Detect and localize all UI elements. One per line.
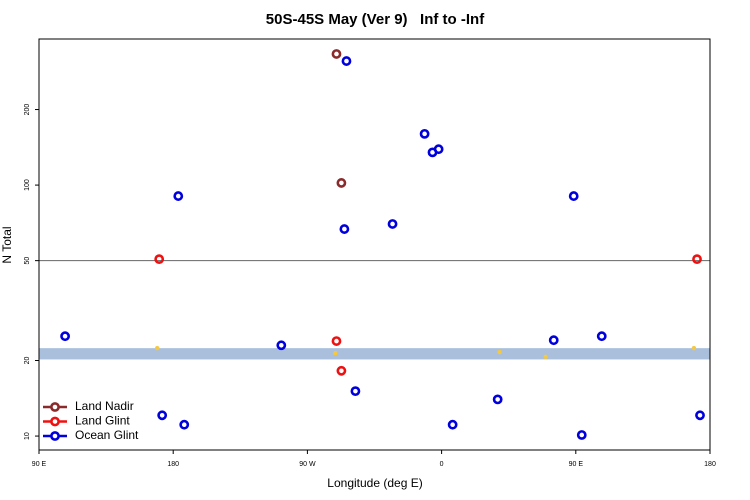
point: [447, 419, 458, 430]
x-tick-label: 180: [167, 461, 179, 468]
point: [695, 410, 705, 421]
point: [336, 178, 347, 188]
y-axis-label: N Total: [0, 226, 14, 263]
point: [492, 394, 503, 405]
point: [336, 365, 347, 376]
x-tick-label: 90 E: [32, 461, 47, 468]
point: [419, 128, 430, 139]
point: [350, 386, 361, 397]
plot-frame: [38, 38, 711, 451]
legend-marker: [50, 431, 60, 441]
point: [596, 331, 607, 342]
point: [433, 144, 444, 155]
point: [548, 335, 559, 346]
point: [173, 191, 184, 201]
point: [154, 254, 165, 265]
y-tick-label: 50: [24, 257, 31, 265]
point: [568, 191, 579, 201]
point: [339, 224, 350, 234]
y-tick-label: 200: [24, 104, 31, 116]
point: [179, 419, 190, 430]
band: [39, 348, 710, 360]
x-tick-label: 90 E: [569, 461, 584, 468]
y-tick-label: 100: [24, 179, 31, 191]
y-tick-label: 10: [24, 432, 31, 440]
point: [576, 430, 587, 440]
legend-marker: [50, 402, 60, 412]
point: [60, 331, 70, 342]
legend-marker: [50, 416, 60, 427]
x-tick-label: 180: [704, 461, 716, 468]
point: [497, 349, 502, 355]
point: [341, 56, 352, 66]
point: [331, 49, 342, 59]
chart-title: 50S-45S May (Ver 9) Inf to -Inf: [266, 11, 485, 28]
y-tick-label: 20: [24, 357, 31, 365]
point: [691, 345, 697, 351]
point: [692, 254, 702, 265]
legend-label: Land Nadir: [75, 399, 134, 413]
legend-label: Land Glint: [75, 414, 130, 428]
point: [154, 345, 160, 351]
x-axis-label: Longitude (deg E): [327, 476, 422, 490]
point: [543, 354, 548, 360]
point: [331, 336, 342, 346]
point: [276, 340, 287, 351]
legend-label: Ocean Glint: [75, 428, 139, 442]
x-tick-label: 0: [440, 461, 444, 468]
point: [387, 219, 398, 229]
x-tick-label: 90 W: [299, 461, 316, 468]
point: [333, 350, 338, 356]
point: [157, 410, 168, 421]
